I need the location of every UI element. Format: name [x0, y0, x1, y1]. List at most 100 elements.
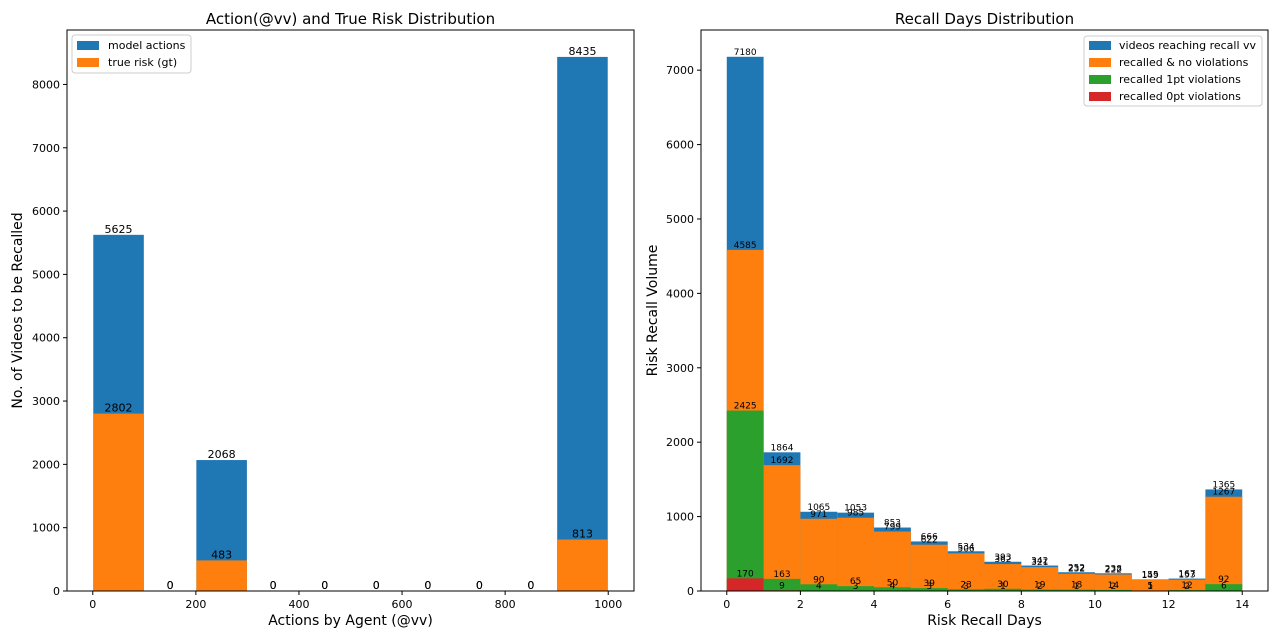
- x-tick-label: 400: [288, 598, 309, 611]
- data-label: 3: [926, 582, 932, 592]
- data-label: 149: [1142, 571, 1159, 581]
- bar-recalled-0pt-violations: [727, 578, 764, 591]
- bar-true-risk-gt-: [196, 560, 247, 591]
- data-label: 7180: [734, 48, 757, 58]
- x-tick-label: 10: [1088, 598, 1102, 611]
- y-tick-label: 2000: [666, 436, 694, 449]
- data-label: 622: [921, 536, 938, 546]
- data-label: 2425: [734, 402, 757, 412]
- y-tick-label: 8000: [32, 78, 60, 91]
- legend-label: videos reaching recall vv: [1119, 39, 1257, 52]
- legend-swatch: [1089, 58, 1111, 67]
- x-tick-label: 0: [89, 598, 96, 611]
- legend-swatch: [1089, 92, 1111, 101]
- data-label: 170: [737, 569, 754, 579]
- data-label: 5625: [105, 223, 133, 236]
- y-tick-label: 1000: [32, 522, 60, 535]
- data-label: 2: [1110, 582, 1116, 592]
- data-label: 0: [476, 579, 483, 592]
- data-label: 3: [963, 582, 969, 592]
- bar-model-actions: [557, 57, 608, 591]
- data-label: 2802: [105, 402, 133, 415]
- y-tick-label: 6000: [32, 205, 60, 218]
- x-tick-label: 8: [1018, 598, 1025, 611]
- data-label: 2: [1037, 582, 1043, 592]
- legend: model actions true risk (gt): [72, 35, 191, 73]
- legend-label: model actions: [108, 39, 186, 52]
- data-label: 985: [847, 509, 864, 519]
- data-label: 2068: [208, 448, 236, 461]
- data-label: 483: [211, 548, 232, 561]
- data-label: 321: [1031, 558, 1048, 568]
- data-label: 1267: [1212, 488, 1235, 498]
- y-tick-label: 7000: [666, 64, 694, 77]
- x-tick-label: 1000: [594, 598, 622, 611]
- data-label: 163: [773, 570, 790, 580]
- y-tick-label: 5000: [666, 213, 694, 226]
- y-tick-label: 4000: [32, 332, 60, 345]
- data-label: 971: [810, 510, 827, 520]
- data-label: 3: [853, 582, 859, 592]
- bar-true-risk-gt-: [557, 540, 608, 591]
- data-label: 1: [1074, 582, 1080, 592]
- y-tick-label: 2000: [32, 458, 60, 471]
- legend-swatch: [1089, 75, 1111, 84]
- y-tick-label: 1000: [666, 511, 694, 524]
- plot-frame: [67, 30, 634, 591]
- x-tick-label: 800: [495, 598, 516, 611]
- x-tick-label: 14: [1235, 598, 1249, 611]
- legend-label: recalled 1pt violations: [1119, 73, 1241, 86]
- data-label: 0: [270, 579, 277, 592]
- chart-action-distribution: Action(@vv) and True Risk Distribution 5…: [10, 10, 634, 629]
- x-axis-label: Actions by Agent (@vv): [268, 613, 433, 629]
- y-tick-label: 5000: [32, 268, 60, 281]
- x-tick-label: 4: [871, 598, 878, 611]
- y-tick-label: 7000: [32, 142, 60, 155]
- data-label: 6: [1221, 582, 1227, 592]
- legend-swatch: [77, 41, 99, 50]
- y-axis-label: No. of Videos to be Recalled: [10, 212, 26, 408]
- bar-recalled-1pt-violations: [727, 411, 764, 591]
- legend-label: recalled & no violations: [1119, 56, 1249, 69]
- y-tick-label: 0: [53, 585, 60, 598]
- data-label: 0: [321, 579, 328, 592]
- legend-swatch: [77, 58, 99, 67]
- x-tick-label: 2: [797, 598, 804, 611]
- data-label: 1: [1147, 582, 1153, 592]
- legend: videos reaching recall vv recalled & no …: [1084, 36, 1262, 106]
- legend-label: recalled 0pt violations: [1119, 90, 1241, 103]
- y-tick-label: 0: [687, 585, 694, 598]
- x-tick-label: 600: [392, 598, 413, 611]
- data-label: 1692: [771, 456, 794, 466]
- y-axis-label: Risk Recall Volume: [645, 245, 661, 377]
- data-label: 0: [373, 579, 380, 592]
- data-label: 4: [816, 582, 822, 592]
- chart-title: Recall Days Distribution: [895, 10, 1074, 28]
- x-tick-label: 12: [1162, 598, 1176, 611]
- chart-title: Action(@vv) and True Risk Distribution: [206, 10, 495, 28]
- bar-true-risk-gt-: [93, 414, 144, 591]
- data-label: 222: [1105, 565, 1122, 575]
- data-label: 813: [572, 528, 593, 541]
- data-label: 2: [1184, 582, 1190, 592]
- x-tick-label: 0: [723, 598, 730, 611]
- y-tick-label: 6000: [666, 139, 694, 152]
- data-label: 362: [994, 555, 1011, 565]
- data-label: 0: [424, 579, 431, 592]
- data-label: 4585: [734, 241, 757, 251]
- y-tick-label: 3000: [666, 362, 694, 375]
- data-label: 1864: [771, 443, 794, 453]
- data-label: 9: [779, 581, 785, 591]
- data-label: 232: [1068, 565, 1085, 575]
- legend-label: true risk (gt): [108, 56, 177, 69]
- data-label: 153: [1178, 571, 1195, 581]
- data-label: 1: [1000, 582, 1006, 592]
- y-tick-label: 4000: [666, 287, 694, 300]
- x-axis-label: Risk Recall Days: [927, 613, 1042, 629]
- data-label: 799: [884, 523, 901, 533]
- data-label: 0: [167, 579, 174, 592]
- data-label: 506: [957, 544, 974, 554]
